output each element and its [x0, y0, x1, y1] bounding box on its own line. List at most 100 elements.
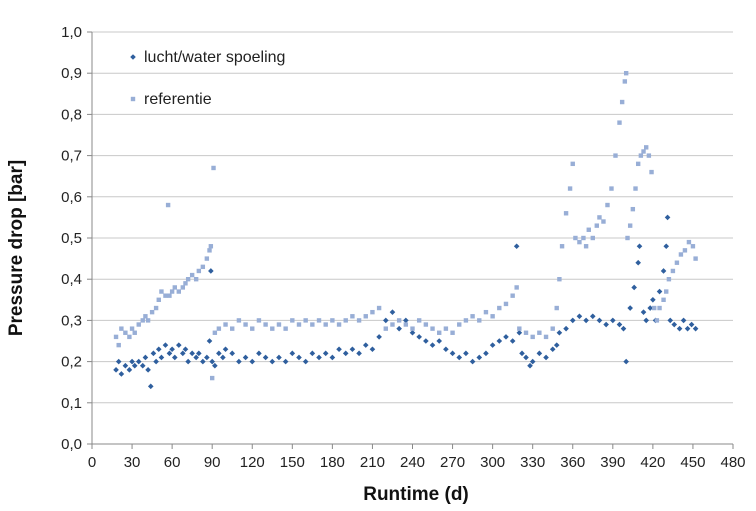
- data-point: [590, 235, 595, 241]
- data-point: [376, 334, 382, 340]
- data-point: [230, 326, 235, 331]
- data-point: [290, 318, 295, 323]
- data-point: [129, 326, 135, 331]
- data-point: [674, 260, 680, 265]
- data-point: [577, 239, 582, 245]
- data-point: [147, 383, 154, 390]
- data-point: [463, 318, 469, 323]
- data-point: [657, 305, 662, 311]
- data-point: [423, 322, 429, 327]
- data-point: [423, 338, 429, 344]
- data-point: [376, 305, 382, 311]
- data-point: [363, 314, 368, 319]
- data-point: [159, 289, 164, 294]
- data-point: [212, 330, 218, 335]
- data-point: [211, 165, 216, 171]
- y-tick-label: 0,7: [61, 148, 82, 165]
- data-point: [139, 362, 146, 369]
- data-point: [627, 305, 633, 311]
- data-point: [142, 354, 149, 361]
- x-tick-label: 450: [680, 454, 705, 471]
- data-point: [145, 318, 151, 323]
- data-point: [623, 358, 629, 365]
- data-point: [329, 354, 336, 361]
- data-point: [643, 317, 649, 324]
- x-tick-label: 270: [440, 454, 465, 471]
- data-point: [509, 338, 516, 344]
- data-point: [622, 79, 628, 84]
- data-point: [684, 325, 691, 332]
- legend-marker-lucht-water: [130, 54, 136, 60]
- data-point: [165, 202, 171, 208]
- data-point: [530, 334, 535, 340]
- data-point: [150, 350, 157, 357]
- x-tick-label: 330: [520, 454, 545, 471]
- data-point: [206, 338, 213, 344]
- data-point: [569, 317, 576, 324]
- data-point: [153, 305, 159, 311]
- data-point: [204, 256, 210, 261]
- data-point: [410, 326, 415, 331]
- data-point: [627, 223, 633, 228]
- data-point: [496, 338, 503, 344]
- data-point: [430, 326, 435, 331]
- data-point: [283, 326, 288, 331]
- data-point: [229, 350, 236, 357]
- data-point: [303, 318, 308, 323]
- data-point: [236, 358, 242, 365]
- x-tick-label: 300: [480, 454, 505, 471]
- data-points: [113, 71, 699, 390]
- data-point: [118, 371, 125, 377]
- data-point: [513, 243, 520, 250]
- data-point: [158, 354, 165, 361]
- data-point: [207, 248, 212, 253]
- data-point: [115, 358, 122, 365]
- data-point: [383, 326, 388, 331]
- x-tick-label: 120: [240, 454, 265, 471]
- data-point: [126, 367, 133, 373]
- legend: lucht/water spoeling referentie: [130, 49, 285, 108]
- data-point: [497, 305, 502, 311]
- data-point: [649, 169, 654, 175]
- data-point: [437, 330, 442, 335]
- data-point: [643, 145, 649, 150]
- data-point: [220, 354, 226, 361]
- y-tick-label: 0,6: [61, 189, 82, 206]
- data-point: [256, 318, 262, 323]
- data-point: [396, 318, 402, 323]
- data-point: [330, 318, 335, 323]
- data-point: [176, 289, 182, 294]
- data-point: [416, 334, 422, 340]
- data-point: [296, 354, 302, 361]
- data-point: [638, 153, 644, 158]
- data-point: [589, 313, 596, 320]
- data-point: [529, 358, 536, 365]
- y-tick-label: 0,9: [61, 65, 82, 82]
- data-point: [323, 322, 328, 327]
- data-point: [193, 277, 199, 282]
- data-point: [362, 342, 369, 348]
- data-point: [436, 338, 443, 344]
- data-point: [113, 334, 119, 340]
- data-point: [583, 317, 589, 324]
- data-point: [180, 350, 186, 357]
- data-point: [676, 325, 683, 332]
- data-point: [129, 358, 135, 365]
- data-point: [149, 309, 155, 315]
- data-point: [664, 289, 669, 294]
- data-point: [242, 354, 249, 361]
- x-tick-label: 420: [640, 454, 665, 471]
- data-point: [635, 259, 641, 266]
- data-point: [119, 326, 124, 331]
- data-point: [163, 293, 168, 298]
- data-point: [236, 318, 242, 323]
- x-tick-label: 150: [280, 454, 305, 471]
- data-point: [510, 293, 515, 298]
- data-point: [169, 346, 175, 353]
- data-point: [688, 321, 695, 328]
- x-tick-label: 180: [320, 454, 345, 471]
- data-point: [336, 322, 342, 327]
- data-point: [573, 235, 578, 241]
- data-point: [469, 358, 476, 365]
